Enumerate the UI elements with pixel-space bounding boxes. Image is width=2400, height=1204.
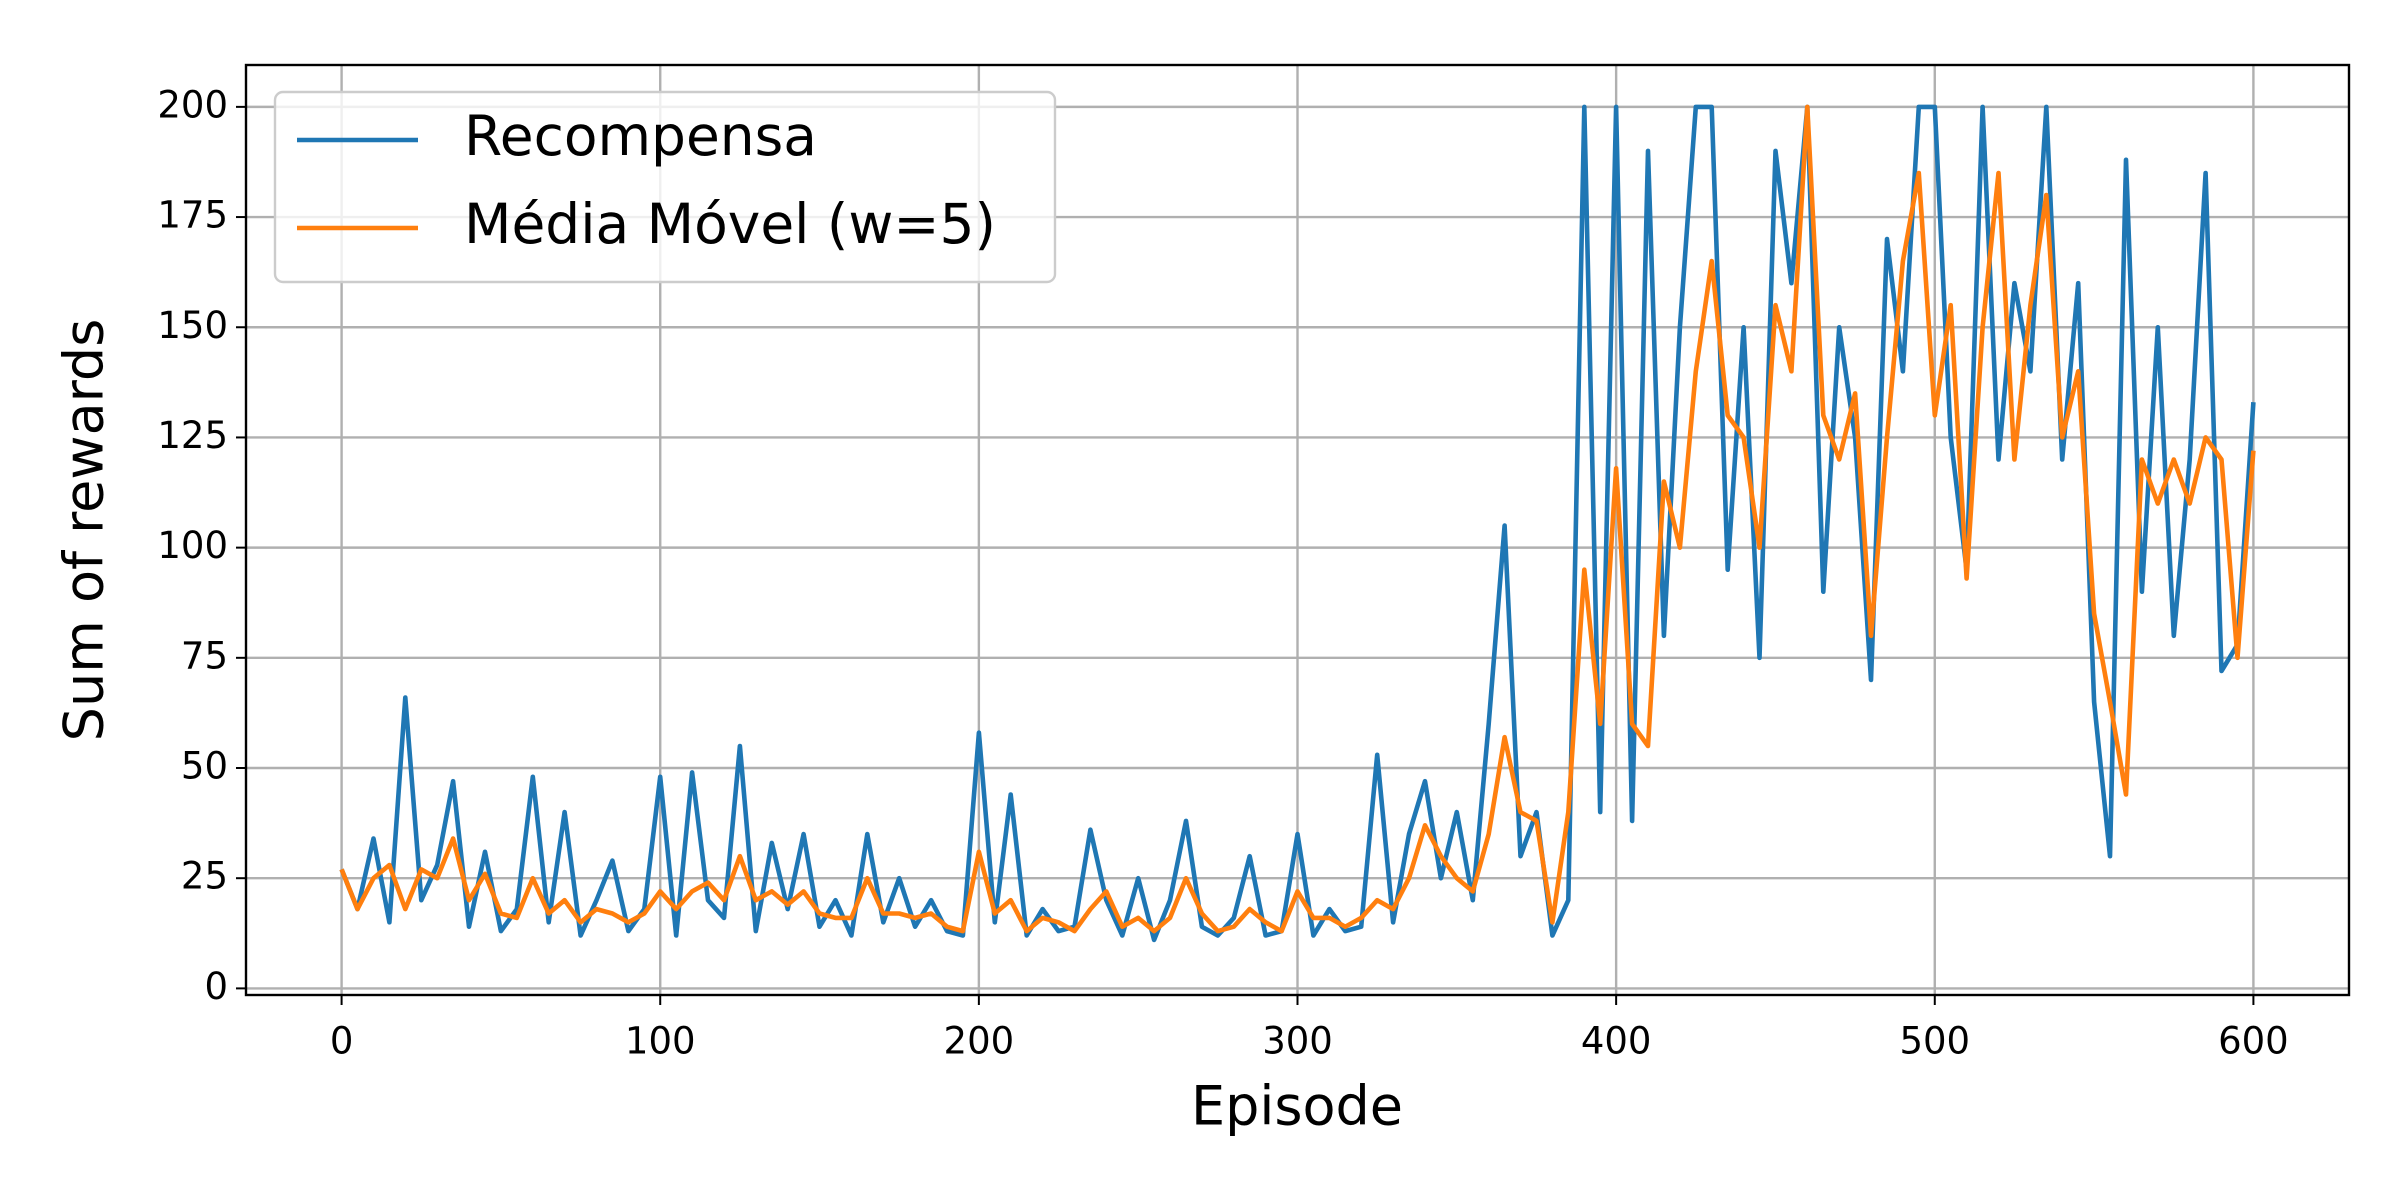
legend-label: Média Móvel (w=5) [464, 192, 996, 256]
x-tick-label: 500 [1899, 1020, 1970, 1063]
data-line [339, 104, 2256, 943]
y-tick-label: 150 [157, 304, 228, 347]
x-tick-label: 100 [625, 1020, 696, 1063]
plot-frame [244, 63, 2351, 997]
legend-label: Recompensa [464, 104, 817, 168]
x-tick-label: 200 [944, 1020, 1015, 1063]
y-tick-label: 175 [157, 194, 228, 237]
y-tick-label: 100 [157, 524, 228, 567]
x-tick-label: 300 [1262, 1020, 1333, 1063]
legend-box [273, 90, 1057, 284]
y-tick-label: 0 [204, 965, 228, 1008]
y-tick-label: 125 [157, 414, 228, 457]
y-tick-label: 50 [181, 745, 228, 788]
legend: Recompensa Média Móvel (w=5) [273, 90, 1057, 284]
y-tick-label: 200 [157, 83, 228, 126]
y-axis-label: Sum of rewards [53, 319, 116, 742]
data-line [339, 104, 2256, 934]
y-tick-label: 75 [181, 634, 228, 677]
x-tick-label: 400 [1581, 1020, 1652, 1063]
x-tick-label: 600 [2218, 1020, 2289, 1063]
x-axis-label: Episode [1191, 1075, 1403, 1138]
y-tick-label: 25 [181, 855, 228, 898]
x-tick-label: 0 [330, 1020, 354, 1063]
